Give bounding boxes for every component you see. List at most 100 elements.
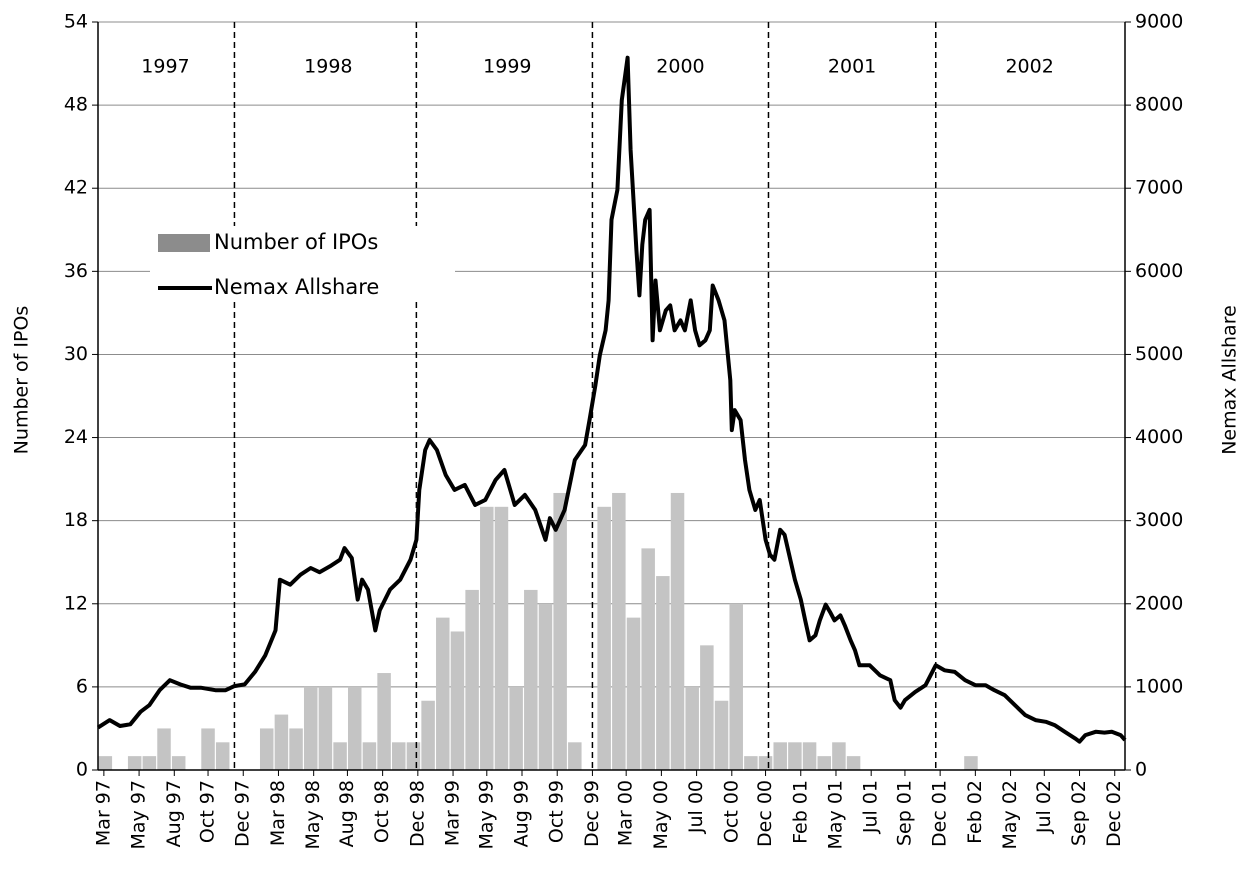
year-label: 2001 [828,56,876,78]
x-tick-label: Feb 01 [789,780,811,844]
bar [700,645,714,770]
bar [817,756,831,770]
bar [597,506,611,770]
bar [348,686,362,770]
bar [392,742,406,770]
x-tick-label: Oct 00 [720,780,742,843]
y2-tick-label: 0 [1135,759,1147,781]
y2-tick-label: 1000 [1135,675,1183,697]
x-tick-label: May 99 [475,780,497,850]
x-tick-label: Dec 02 [1103,780,1125,847]
bar [215,742,230,770]
bar [758,756,773,770]
bar [802,742,817,770]
x-tick-label: Jul 02 [1033,780,1055,834]
x-tick-label: Jul 00 [685,780,707,834]
x-tick-label: May 97 [128,780,150,850]
x-tick-label: Dec 01 [929,780,951,847]
x-tick-label: Mar 00 [615,780,637,846]
bar [773,742,787,770]
bar [436,617,450,770]
y2-tick-label: 4000 [1135,426,1183,448]
y2-tick-label: 7000 [1135,177,1183,199]
year-label: 1997 [141,56,189,78]
y2-tick-label: 9000 [1135,11,1183,33]
bar [303,686,318,770]
bar [127,756,142,770]
y2-tick-label: 3000 [1135,509,1183,531]
x-tick-label: Mar 98 [267,780,289,846]
x-tick-label: May 98 [302,780,324,850]
x-tick-label: Aug 97 [163,780,185,847]
x-tick-label: Aug 99 [511,780,533,847]
bar [744,756,758,770]
y-tick-label: 30 [64,343,88,365]
x-tick-label: Dec 99 [581,780,603,847]
x-tick-label: Sep 02 [1068,780,1090,846]
legend-label: Nemax Allshare [214,275,379,299]
x-tick-label: Sep 01 [893,780,915,846]
bar [685,686,699,770]
bar [509,686,523,770]
bar [788,742,802,770]
x-tick-label: Oct 97 [197,780,219,843]
bar [846,756,861,770]
bar [450,631,465,770]
bar [641,548,655,770]
bar [568,742,582,770]
bar [406,742,421,770]
y-tick-label: 42 [64,177,88,199]
bar [670,492,685,770]
y-tick-label: 48 [64,94,88,116]
bar [524,589,538,770]
bar [612,492,626,770]
bar [318,686,333,770]
bar [259,728,274,770]
x-tick-label: Jul 01 [860,780,882,834]
year-label: 1999 [483,56,531,78]
line [96,55,1127,744]
x-tick-label: Mar 97 [92,780,114,846]
y2-tick-label: 6000 [1135,260,1183,282]
bar [142,756,157,770]
year-label: 1998 [304,56,352,78]
x-tick-label: May 02 [999,780,1021,850]
bar [538,603,553,770]
bar [274,714,289,770]
bar [465,589,479,770]
y2-tick-label: 2000 [1135,592,1183,614]
bar [832,742,846,770]
bar [480,506,494,770]
bar [201,728,215,770]
x-tick-label: Oct 98 [371,780,393,843]
y-tick-label: 6 [76,675,88,697]
y2-tick-label: 5000 [1135,343,1183,365]
bar [714,700,729,770]
bar [656,576,670,770]
bar [377,673,391,770]
y-tick-label: 12 [64,592,88,614]
bar [362,742,377,770]
x-tick-label: Dec 97 [232,780,254,847]
legend: Number of IPOs Nemax Allshare [150,226,455,302]
year-label: 2002 [1005,56,1053,78]
x-tick-label: Feb 02 [964,780,986,844]
x-tick-label: May 00 [650,780,672,850]
x-tick-label: Mar 99 [442,780,464,846]
legend-swatch [158,234,210,252]
bar [171,756,186,770]
year-label: 2000 [656,56,704,78]
bar [98,756,113,770]
legend-label: Number of IPOs [214,230,378,254]
y-tick-label: 24 [64,426,88,448]
bar [729,603,743,770]
bar [553,492,567,770]
x-tick-label: Dec 00 [754,780,776,847]
bar [494,506,509,770]
y-axis-title: Number of IPOs [11,306,33,455]
bar [289,728,303,770]
bar [626,617,641,770]
bar [157,728,171,770]
bar [333,742,347,770]
